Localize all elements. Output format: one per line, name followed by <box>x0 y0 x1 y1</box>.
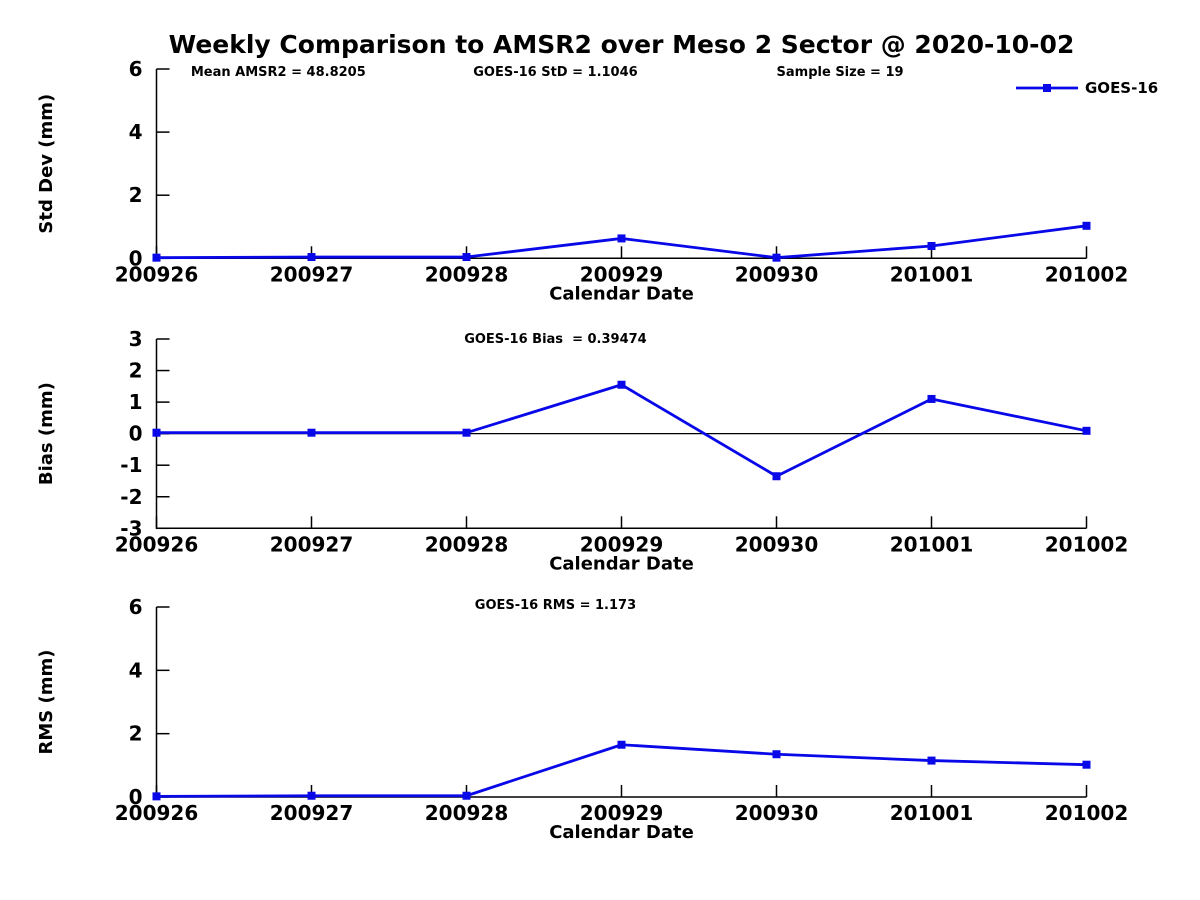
x-axis-label: Calendar Date <box>549 553 694 574</box>
x-axis-label: Calendar Date <box>549 822 694 843</box>
data-point-marker <box>462 253 471 262</box>
data-point-marker <box>927 241 936 250</box>
x-tick-label: 200929 <box>580 262 664 286</box>
rms-subplot: 0 2 4 6 200926 200927 200928 200929 200930 201001… <box>36 595 1129 843</box>
y-tick-label: 6 <box>129 57 143 81</box>
stddev-subplot: 0 2 4 6 200926 200927 200928 200929 200930 201001… <box>36 57 1158 304</box>
y-axis-label: Std Dev (mm) <box>36 94 57 234</box>
data-point-marker <box>307 428 316 437</box>
x-tick-label: 200928 <box>425 262 509 286</box>
x-tick-label: 200927 <box>270 801 354 825</box>
x-tick-label: 201002 <box>1045 532 1129 556</box>
data-point-marker <box>617 740 626 749</box>
data-point-marker <box>1082 221 1091 230</box>
x-tick-label: 200926 <box>115 532 199 556</box>
data-point-marker <box>307 253 316 262</box>
data-point-marker <box>307 791 316 800</box>
y-tick-label: 2 <box>129 359 143 383</box>
data-point-marker <box>772 472 781 481</box>
x-tick-label: 200928 <box>425 801 509 825</box>
x-tick-label: 201002 <box>1045 262 1129 286</box>
stat-annotation: GOES-16 StD = 1.1046 <box>473 65 637 80</box>
x-tick-label: 200927 <box>270 532 354 556</box>
x-tick-label: 201001 <box>890 801 974 825</box>
axis-spines <box>155 607 1087 798</box>
x-tick-label: 200929 <box>580 801 664 825</box>
y-tick-label: 0 <box>129 785 143 809</box>
x-tick-label: 200929 <box>580 532 664 556</box>
data-line <box>155 383 1088 478</box>
y-tick-label: 0 <box>129 422 143 446</box>
x-tick-label: 200928 <box>425 532 509 556</box>
stat-annotation: GOES-16 Bias = 0.39474 <box>464 332 647 347</box>
data-point-marker <box>1082 760 1091 769</box>
y-axis-label: Bias (mm) <box>36 382 57 485</box>
data-point-marker <box>152 792 161 801</box>
stat-annotation: Sample Size = 19 <box>777 65 904 80</box>
y-tick-label: -1 <box>120 453 142 477</box>
stat-annotation: GOES-16 RMS = 1.173 <box>475 598 636 613</box>
data-point-marker <box>927 394 936 403</box>
y-tick-label: 1 <box>129 390 143 414</box>
data-point-marker <box>1082 426 1091 435</box>
data-point-marker <box>772 253 781 262</box>
x-tick-label: 201001 <box>890 262 974 286</box>
x-tick-label: 201002 <box>1045 801 1129 825</box>
x-tick-label: 200930 <box>735 532 819 556</box>
data-point-marker <box>772 750 781 759</box>
x-tick-label: 200926 <box>115 262 199 286</box>
x-tick-label: 200927 <box>270 262 354 286</box>
y-tick-label: 0 <box>129 246 143 270</box>
y-tick-label: 2 <box>129 183 143 207</box>
figure-title: Weekly Comparison to AMSR2 over Meso 2 S… <box>168 30 1075 59</box>
data-point-marker <box>617 234 626 243</box>
data-point-marker <box>462 428 471 437</box>
legend-marker <box>1043 84 1051 92</box>
x-tick-label: 200930 <box>735 801 819 825</box>
data-point-marker <box>462 791 471 800</box>
y-tick-label: 6 <box>129 595 143 619</box>
y-tick-label: 4 <box>129 658 143 682</box>
y-tick-label: 3 <box>129 327 143 351</box>
data-point-marker <box>152 428 161 437</box>
x-tick-label: 200930 <box>735 262 819 286</box>
data-point-marker <box>617 380 626 389</box>
y-tick-label: -2 <box>120 485 142 509</box>
x-axis-label: Calendar Date <box>549 283 694 304</box>
axis-spines <box>155 69 1087 260</box>
data-point-marker <box>152 253 161 262</box>
y-tick-label: 4 <box>129 120 143 144</box>
x-tick-label: 200926 <box>115 801 199 825</box>
data-point-marker <box>927 756 936 765</box>
y-axis-label: RMS (mm) <box>36 650 57 755</box>
y-tick-label: -3 <box>120 516 142 540</box>
legend-label: GOES-16 <box>1085 79 1158 97</box>
x-tick-label: 201001 <box>890 532 974 556</box>
y-tick-label: 2 <box>129 722 143 746</box>
stat-annotation: Mean AMSR2 = 48.8205 <box>191 65 366 80</box>
